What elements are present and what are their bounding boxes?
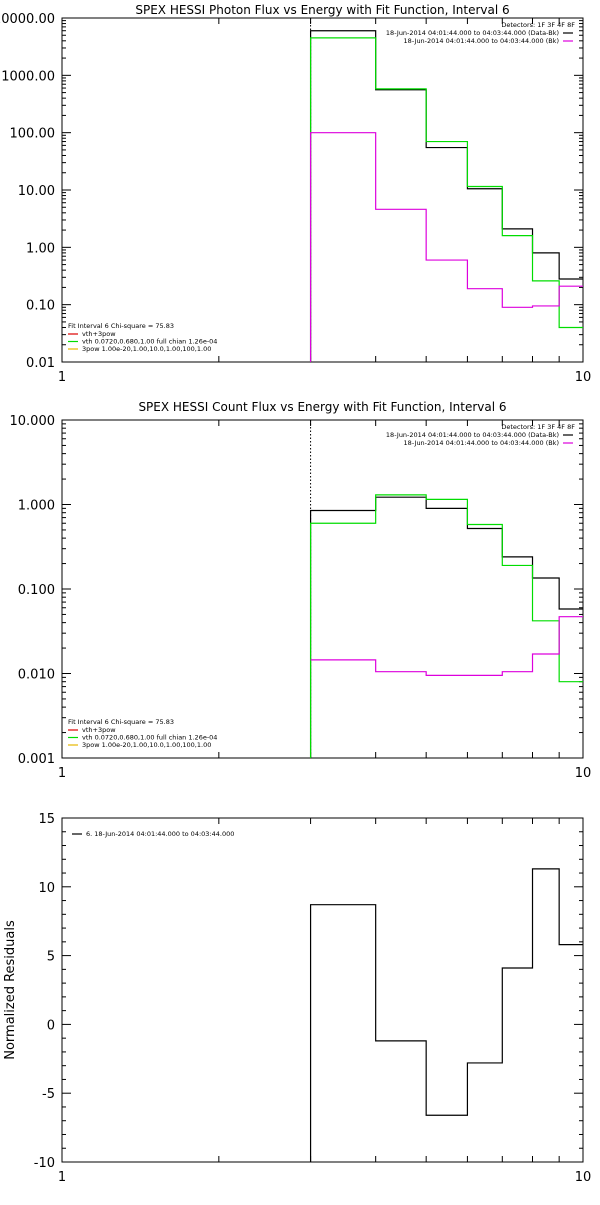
x-tick-label: 10 xyxy=(575,766,592,781)
y-tick-label: 0.010 xyxy=(18,668,55,683)
fit-legend-header: Fit Interval 6 Chi-square = 75.83 xyxy=(68,322,174,330)
x-tick-label: 1 xyxy=(58,1170,66,1185)
fit-legend-header: Fit Interval 6 Chi-square = 75.83 xyxy=(68,718,174,726)
y-tick-label: -10 xyxy=(34,1156,55,1171)
y-tick-label: 1.000 xyxy=(18,499,55,514)
fit-legend-text: vth 0.0720,0.680,1.00 full chian 1.26e-0… xyxy=(82,338,217,346)
y-tick-label: 0.01 xyxy=(26,356,55,371)
series-data-0 xyxy=(309,30,583,362)
series-model-0 xyxy=(309,37,583,362)
x-tick-label: 1 xyxy=(58,370,66,385)
detector-legend-text: 18-Jun-2014 04:01:44.000 to 04:03:44.000… xyxy=(386,431,559,439)
series-data-2 xyxy=(309,868,583,1162)
residual-legend-text: 6. 18-Jun-2014 04:01:44.000 to 04:03:44.… xyxy=(86,830,234,838)
y-tick-label: 0 xyxy=(47,1018,55,1033)
x-tick-label: 1 xyxy=(58,766,66,781)
y-tick-label: -5 xyxy=(42,1087,55,1102)
y-tick-label: 5 xyxy=(47,950,55,965)
fit-legend-text: vth+3pow xyxy=(82,726,116,734)
fit-legend-text: vth 0.0720,0.680,1.00 full chian 1.26e-0… xyxy=(82,734,217,742)
y-tick-label: 1.00 xyxy=(26,241,55,256)
y-tick-label: 15 xyxy=(38,812,55,827)
y-tick-label: 0.001 xyxy=(18,752,55,767)
detectors-label: Detectors: 1F 3F 4F 8F xyxy=(501,423,575,431)
detectors-label: Detectors: 1F 3F 4F 8F xyxy=(501,21,575,29)
y-tick-label: 10.00 xyxy=(18,184,55,199)
plot-frame-0 xyxy=(61,17,584,363)
y-tick-label: 0.100 xyxy=(18,583,55,598)
y-tick-label: 10.000 xyxy=(10,414,56,429)
plot-frame-1 xyxy=(61,419,584,759)
series-model-1 xyxy=(309,494,583,758)
y-tick-label: 10000.00 xyxy=(0,12,55,27)
detector-legend-text: 18-Jun-2014 04:01:44.000 to 04:03:44.000… xyxy=(404,439,559,447)
chart-title-1: SPEX HESSI Count Flux vs Energy with Fit… xyxy=(138,400,506,414)
fit-legend-text: vth+3pow xyxy=(82,330,116,338)
y-tick-label: 100.00 xyxy=(10,127,56,142)
y-tick-label: 10 xyxy=(38,881,55,896)
y-axis-label: Normalized Residuals xyxy=(3,920,18,1060)
y-tick-label: 1000.00 xyxy=(1,69,55,84)
fit-legend-text: 3pow 1.00e-20,1.00,10.0,1.00,100,1.00 xyxy=(82,345,211,353)
plot-frame-2 xyxy=(61,817,584,1163)
x-tick-label: 10 xyxy=(575,1170,592,1185)
fit-legend-text: 3pow 1.00e-20,1.00,10.0,1.00,100,1.00 xyxy=(82,741,211,749)
chart-title-0: SPEX HESSI Photon Flux vs Energy with Fi… xyxy=(135,3,509,17)
series-background_fit-1 xyxy=(310,616,583,676)
detector-legend-text: 18-Jun-2014 04:01:44.000 to 04:03:44.000… xyxy=(386,29,559,37)
series-data-1 xyxy=(309,496,583,758)
detector-legend-text: 18-Jun-2014 04:01:44.000 to 04:03:44.000… xyxy=(404,37,559,45)
y-tick-label: 0.10 xyxy=(26,299,55,314)
series-background_fit-0 xyxy=(309,132,583,362)
x-tick-label: 10 xyxy=(575,370,592,385)
